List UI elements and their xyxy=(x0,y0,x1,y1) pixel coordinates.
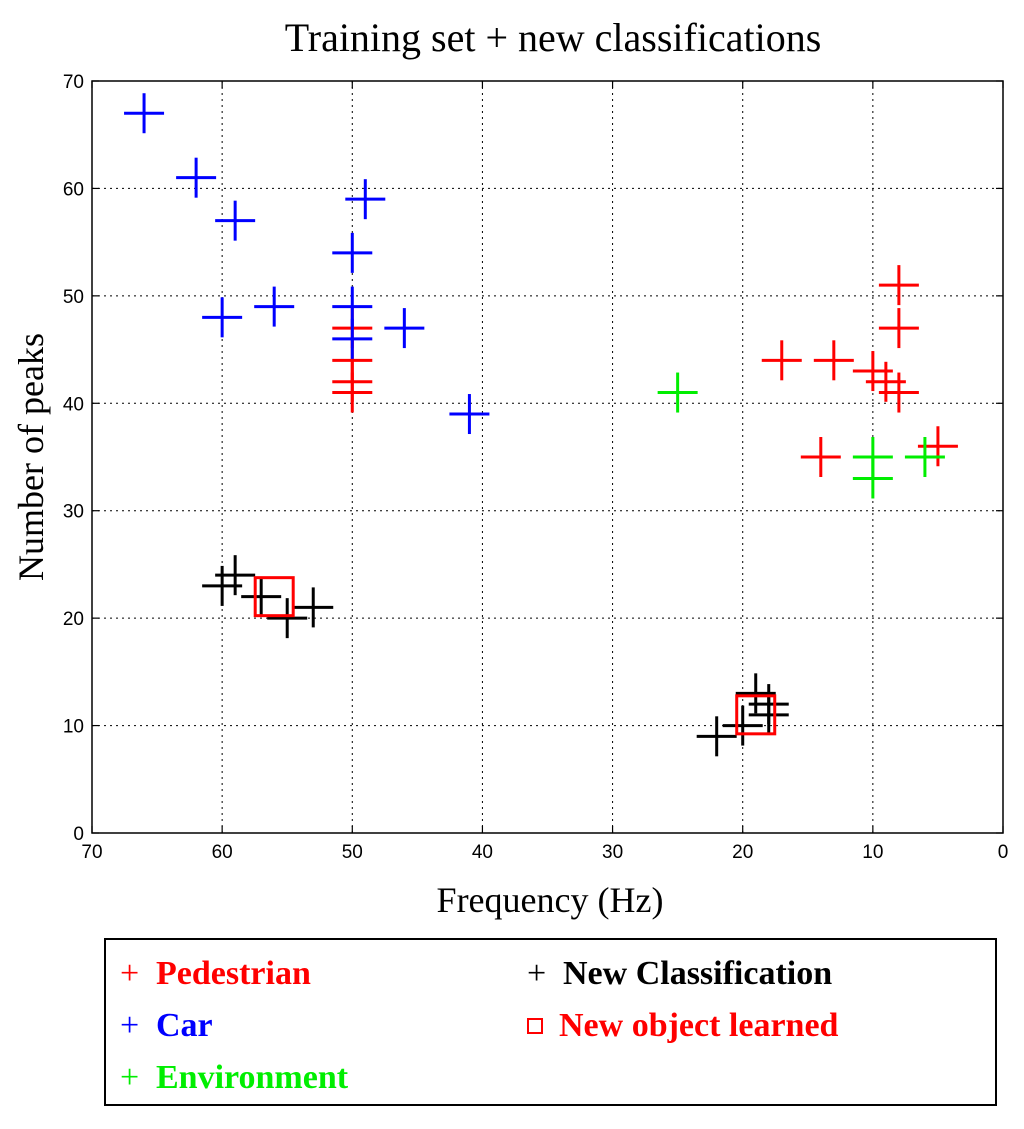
series-new-classification xyxy=(202,555,789,757)
x-tick-label: 70 xyxy=(81,842,102,863)
data-markers xyxy=(124,93,958,757)
plus-marker-car xyxy=(384,308,425,349)
y-tick-label: 70 xyxy=(63,72,84,93)
x-tick-label: 60 xyxy=(212,842,233,863)
plus-marker-pedestrian xyxy=(813,340,854,381)
x-tick-label: 10 xyxy=(862,842,883,863)
square-icon xyxy=(527,1018,543,1034)
legend-label-new-classification: New Classification xyxy=(563,955,833,992)
x-axis-ticks: 70 60 50 40 30 20 10 0 xyxy=(81,81,1008,863)
series-environment xyxy=(657,372,945,499)
plus-icon: + xyxy=(120,1059,140,1096)
plus-marker-environment xyxy=(657,372,698,413)
plus-icon: + xyxy=(120,955,140,992)
legend-item-car: + Car xyxy=(120,1006,213,1046)
plus-marker-pedestrian xyxy=(878,308,919,349)
plus-marker-new-classification xyxy=(748,694,789,735)
plus-marker-car xyxy=(176,157,217,198)
plus-marker-pedestrian xyxy=(332,372,373,413)
x-tick-label: 50 xyxy=(342,842,363,863)
x-tick-label: 30 xyxy=(602,842,623,863)
legend-item-environment: + Environment xyxy=(120,1058,348,1098)
legend: + Pedestrian + Car + Environment + New Class… xyxy=(104,938,997,1106)
legend-label-new-object-learned: New object learned xyxy=(559,1007,839,1044)
plus-marker-car xyxy=(124,93,165,134)
plus-icon: + xyxy=(120,1007,140,1044)
plus-marker-car xyxy=(332,318,373,359)
x-axis-label: Frequency (Hz) xyxy=(437,880,664,920)
plus-marker-car xyxy=(332,232,373,273)
legend-label-environment: Environment xyxy=(156,1059,349,1096)
plus-marker-new-classification xyxy=(722,705,763,746)
y-axis-label: Number of peaks xyxy=(11,333,51,581)
plus-marker-car xyxy=(202,297,243,338)
plus-marker-new-classification xyxy=(215,555,256,596)
plus-marker-pedestrian xyxy=(761,340,802,381)
plus-marker-pedestrian xyxy=(800,437,841,477)
legend-label-car: Car xyxy=(156,1007,213,1044)
plus-marker-pedestrian xyxy=(878,372,919,413)
plus-marker-car xyxy=(254,286,295,327)
legend-label-pedestrian: Pedestrian xyxy=(156,955,311,992)
series-new-object-learned xyxy=(253,576,777,736)
plus-marker-car xyxy=(449,394,490,435)
plus-marker-new-classification xyxy=(241,576,282,617)
scatter-chart: Training set + new classifications 70 60 5… xyxy=(11,15,1008,920)
plus-marker-car xyxy=(215,200,256,241)
y-tick-label: 0 xyxy=(73,824,84,845)
legend-item-new-classification: + New Classification xyxy=(527,954,832,994)
square-marker-new-object-learned xyxy=(735,694,777,736)
square-marker-new-object-learned xyxy=(253,576,295,618)
x-tick-label: 20 xyxy=(732,842,753,863)
plus-icon: + xyxy=(527,955,547,992)
plus-marker-environment xyxy=(904,437,945,477)
plus-marker-new-classification xyxy=(267,598,308,639)
y-tick-label: 30 xyxy=(63,502,84,523)
plus-marker-pedestrian xyxy=(878,265,919,306)
y-tick-label: 20 xyxy=(63,609,84,630)
y-tick-label: 50 xyxy=(63,287,84,308)
y-tick-label: 60 xyxy=(63,179,84,200)
x-tick-label: 0 xyxy=(998,842,1009,863)
series-car xyxy=(124,93,490,435)
legend-item-new-object-learned: New object learned xyxy=(527,1006,838,1046)
plus-marker-new-classification xyxy=(293,587,334,628)
y-tick-label: 40 xyxy=(63,394,84,415)
plus-marker-car xyxy=(345,179,386,220)
chart-title: Training set + new classifications xyxy=(285,15,822,60)
x-tick-label: 40 xyxy=(472,842,493,863)
plus-marker-environment xyxy=(852,458,893,499)
legend-item-pedestrian: + Pedestrian xyxy=(120,954,311,994)
grid-lines xyxy=(92,81,1003,833)
y-axis-ticks: 0 10 20 30 40 50 60 70 xyxy=(63,72,1003,845)
plus-marker-new-classification xyxy=(696,716,737,757)
series-pedestrian xyxy=(332,265,958,477)
y-tick-label: 10 xyxy=(63,717,84,738)
plot-area-frame xyxy=(91,80,1004,834)
